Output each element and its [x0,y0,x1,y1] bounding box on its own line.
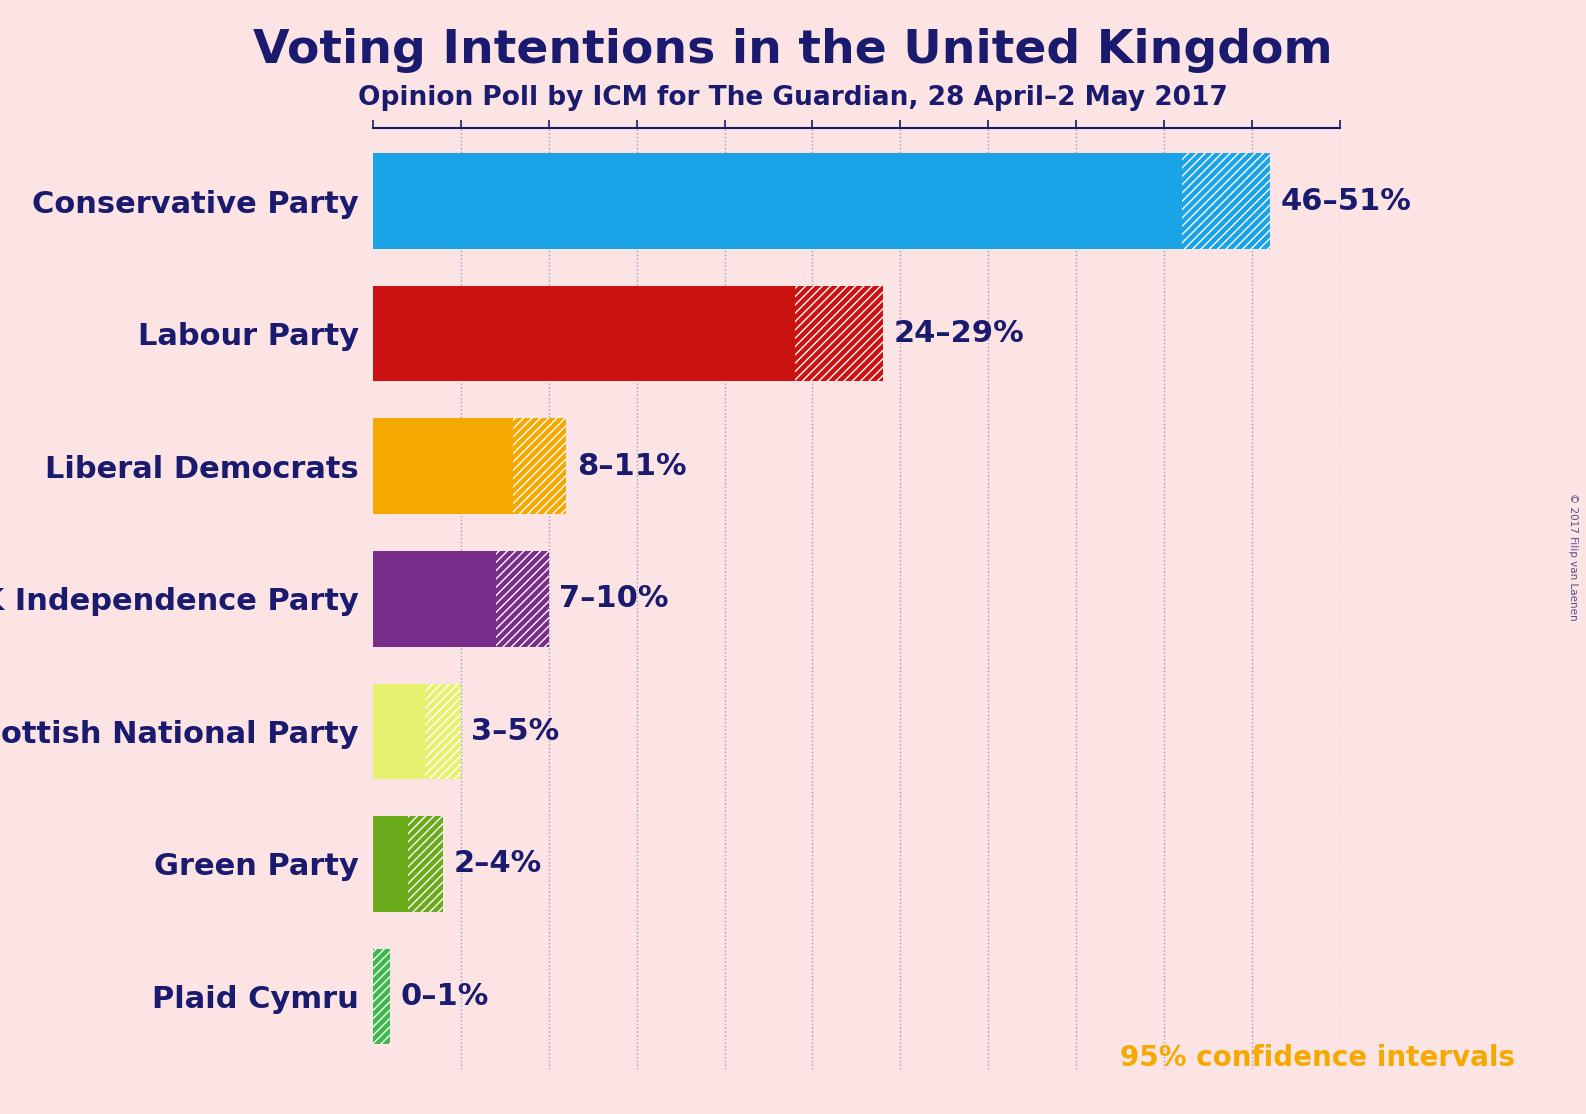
Bar [514,419,566,514]
Bar [373,551,496,646]
Text: 95% confidence intervals: 95% confidence intervals [1120,1044,1515,1072]
Text: 2–4%: 2–4% [454,850,542,879]
Text: Voting Intentions in the United Kingdom: Voting Intentions in the United Kingdom [254,28,1332,72]
Bar [373,817,408,911]
Text: 7–10%: 7–10% [560,584,669,614]
Bar [373,684,425,779]
Text: Opinion Poll by ICM for The Guardian, 28 April–2 May 2017: Opinion Poll by ICM for The Guardian, 28… [358,85,1228,110]
Text: 46–51%: 46–51% [1280,186,1412,215]
Bar [496,551,549,646]
Bar [373,286,795,381]
Bar [408,817,442,911]
Bar [795,286,883,381]
Text: © 2017 Filip van Laenen: © 2017 Filip van Laenen [1569,494,1578,620]
Bar [1182,154,1270,248]
Bar [373,949,390,1044]
Text: 24–29%: 24–29% [893,319,1025,348]
Text: 3–5%: 3–5% [471,716,560,746]
Text: 8–11%: 8–11% [577,451,687,481]
Bar [425,684,460,779]
Text: 0–1%: 0–1% [401,983,488,1012]
Bar [373,419,514,514]
Bar [373,154,1182,248]
